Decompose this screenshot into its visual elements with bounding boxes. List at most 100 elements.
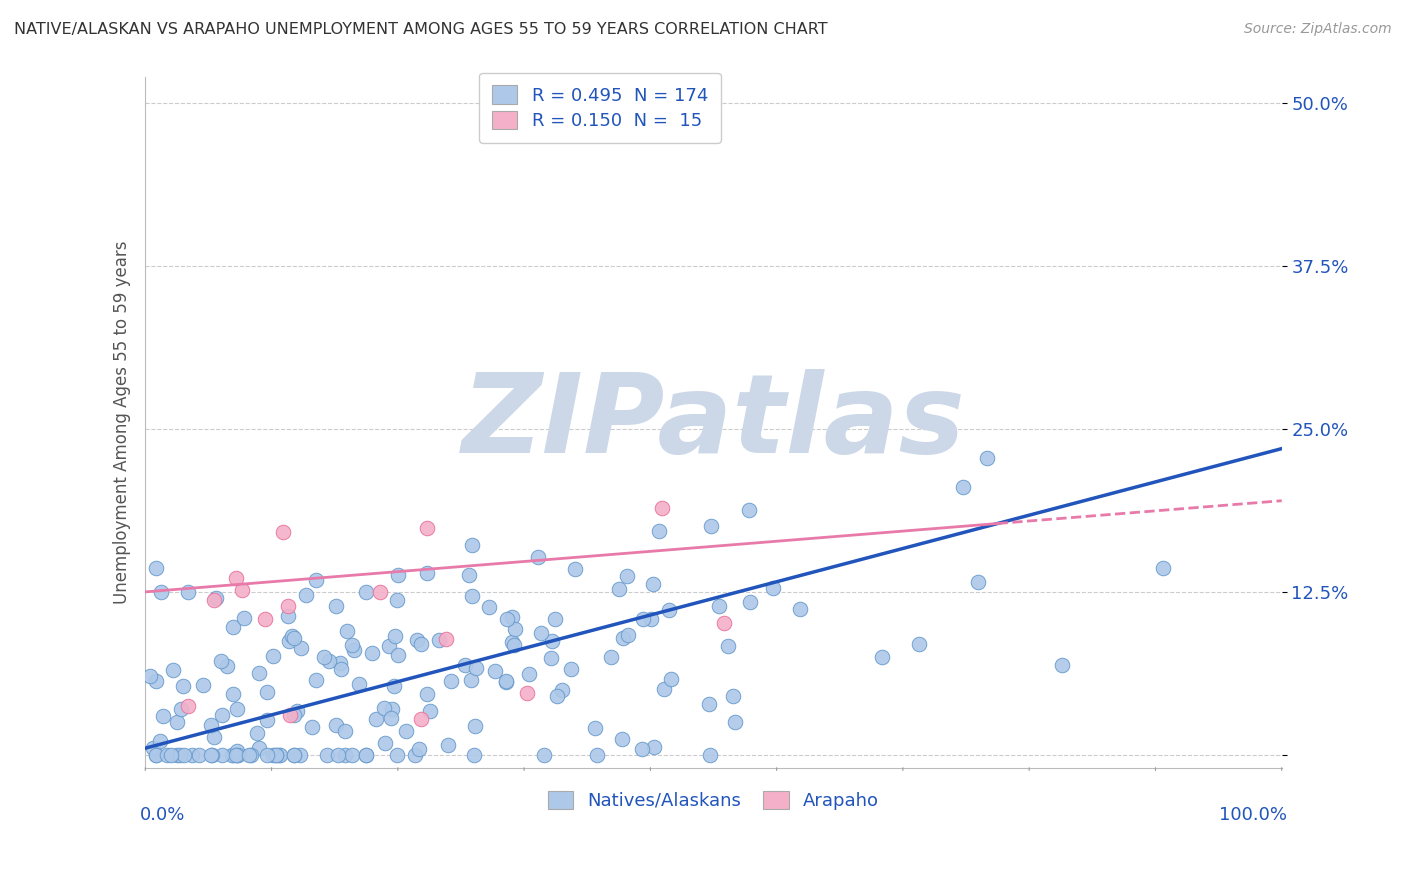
Point	[404, 747, 426, 762]
Point	[173, 747, 195, 762]
Point	[453, 657, 475, 672]
Point	[269, 747, 291, 762]
Point	[205, 591, 228, 606]
Point	[226, 747, 249, 762]
Point	[699, 747, 721, 762]
Point	[142, 740, 165, 755]
Point	[738, 595, 761, 609]
Point	[560, 661, 582, 675]
Point	[226, 747, 249, 762]
Point	[225, 744, 247, 758]
Point	[225, 571, 247, 585]
Point	[541, 634, 564, 648]
Point	[290, 641, 312, 656]
Point	[232, 611, 254, 625]
Point	[264, 747, 287, 762]
Point	[326, 747, 349, 762]
Point	[659, 672, 682, 686]
Point	[416, 687, 439, 701]
Point	[478, 600, 501, 615]
Point	[201, 747, 224, 762]
Point	[340, 638, 363, 652]
Point	[723, 690, 745, 704]
Point	[378, 640, 401, 654]
Point	[406, 633, 429, 648]
Point	[463, 747, 485, 762]
Point	[191, 678, 214, 692]
Point	[612, 731, 634, 746]
Point	[226, 701, 249, 715]
Point	[277, 599, 299, 614]
Point	[533, 747, 555, 762]
Point	[395, 724, 418, 739]
Point	[716, 639, 738, 653]
Point	[333, 724, 356, 739]
Point	[495, 674, 517, 689]
Point	[247, 740, 270, 755]
Point	[762, 581, 785, 595]
Point	[354, 747, 377, 762]
Point	[461, 589, 484, 603]
Point	[231, 583, 253, 598]
Point	[503, 622, 526, 636]
Point	[527, 549, 550, 564]
Point	[149, 584, 172, 599]
Point	[172, 679, 194, 693]
Point	[246, 726, 269, 740]
Point	[976, 450, 998, 465]
Point	[419, 704, 441, 718]
Point	[294, 588, 316, 602]
Point	[713, 615, 735, 630]
Point	[1052, 657, 1074, 672]
Point	[215, 659, 238, 673]
Point	[177, 584, 200, 599]
Point	[612, 632, 634, 646]
Point	[643, 740, 665, 755]
Point	[616, 569, 638, 583]
Text: ZIPatlas: ZIPatlas	[461, 369, 966, 476]
Point	[262, 747, 284, 762]
Point	[416, 520, 439, 534]
Point	[329, 662, 352, 676]
Point	[501, 634, 523, 648]
Point	[409, 637, 432, 651]
Point	[256, 685, 278, 699]
Point	[221, 747, 243, 762]
Point	[460, 673, 482, 687]
Point	[145, 674, 167, 689]
Point	[364, 712, 387, 726]
Point	[285, 704, 308, 718]
Point	[336, 624, 359, 638]
Point	[325, 599, 347, 613]
Point	[145, 747, 167, 762]
Point	[283, 708, 305, 723]
Point	[305, 673, 328, 687]
Point	[283, 747, 305, 762]
Point	[360, 646, 382, 660]
Point	[658, 603, 681, 617]
Point	[374, 736, 396, 750]
Point	[952, 480, 974, 494]
Point	[333, 747, 356, 762]
Point	[283, 747, 305, 762]
Point	[342, 747, 364, 762]
Point	[264, 747, 287, 762]
Point	[240, 747, 263, 762]
Point	[278, 634, 301, 648]
Point	[385, 592, 408, 607]
Legend: Natives/Alaskans, Arapaho: Natives/Alaskans, Arapaho	[537, 780, 890, 821]
Point	[789, 602, 811, 616]
Point	[169, 747, 191, 762]
Point	[221, 620, 243, 634]
Point	[546, 690, 568, 704]
Point	[699, 519, 721, 533]
Point	[643, 576, 665, 591]
Point	[202, 730, 225, 744]
Point	[607, 582, 630, 596]
Point	[502, 638, 524, 652]
Point	[149, 734, 172, 748]
Point	[640, 612, 662, 626]
Point	[221, 686, 243, 700]
Point	[271, 525, 294, 540]
Point	[408, 741, 430, 756]
